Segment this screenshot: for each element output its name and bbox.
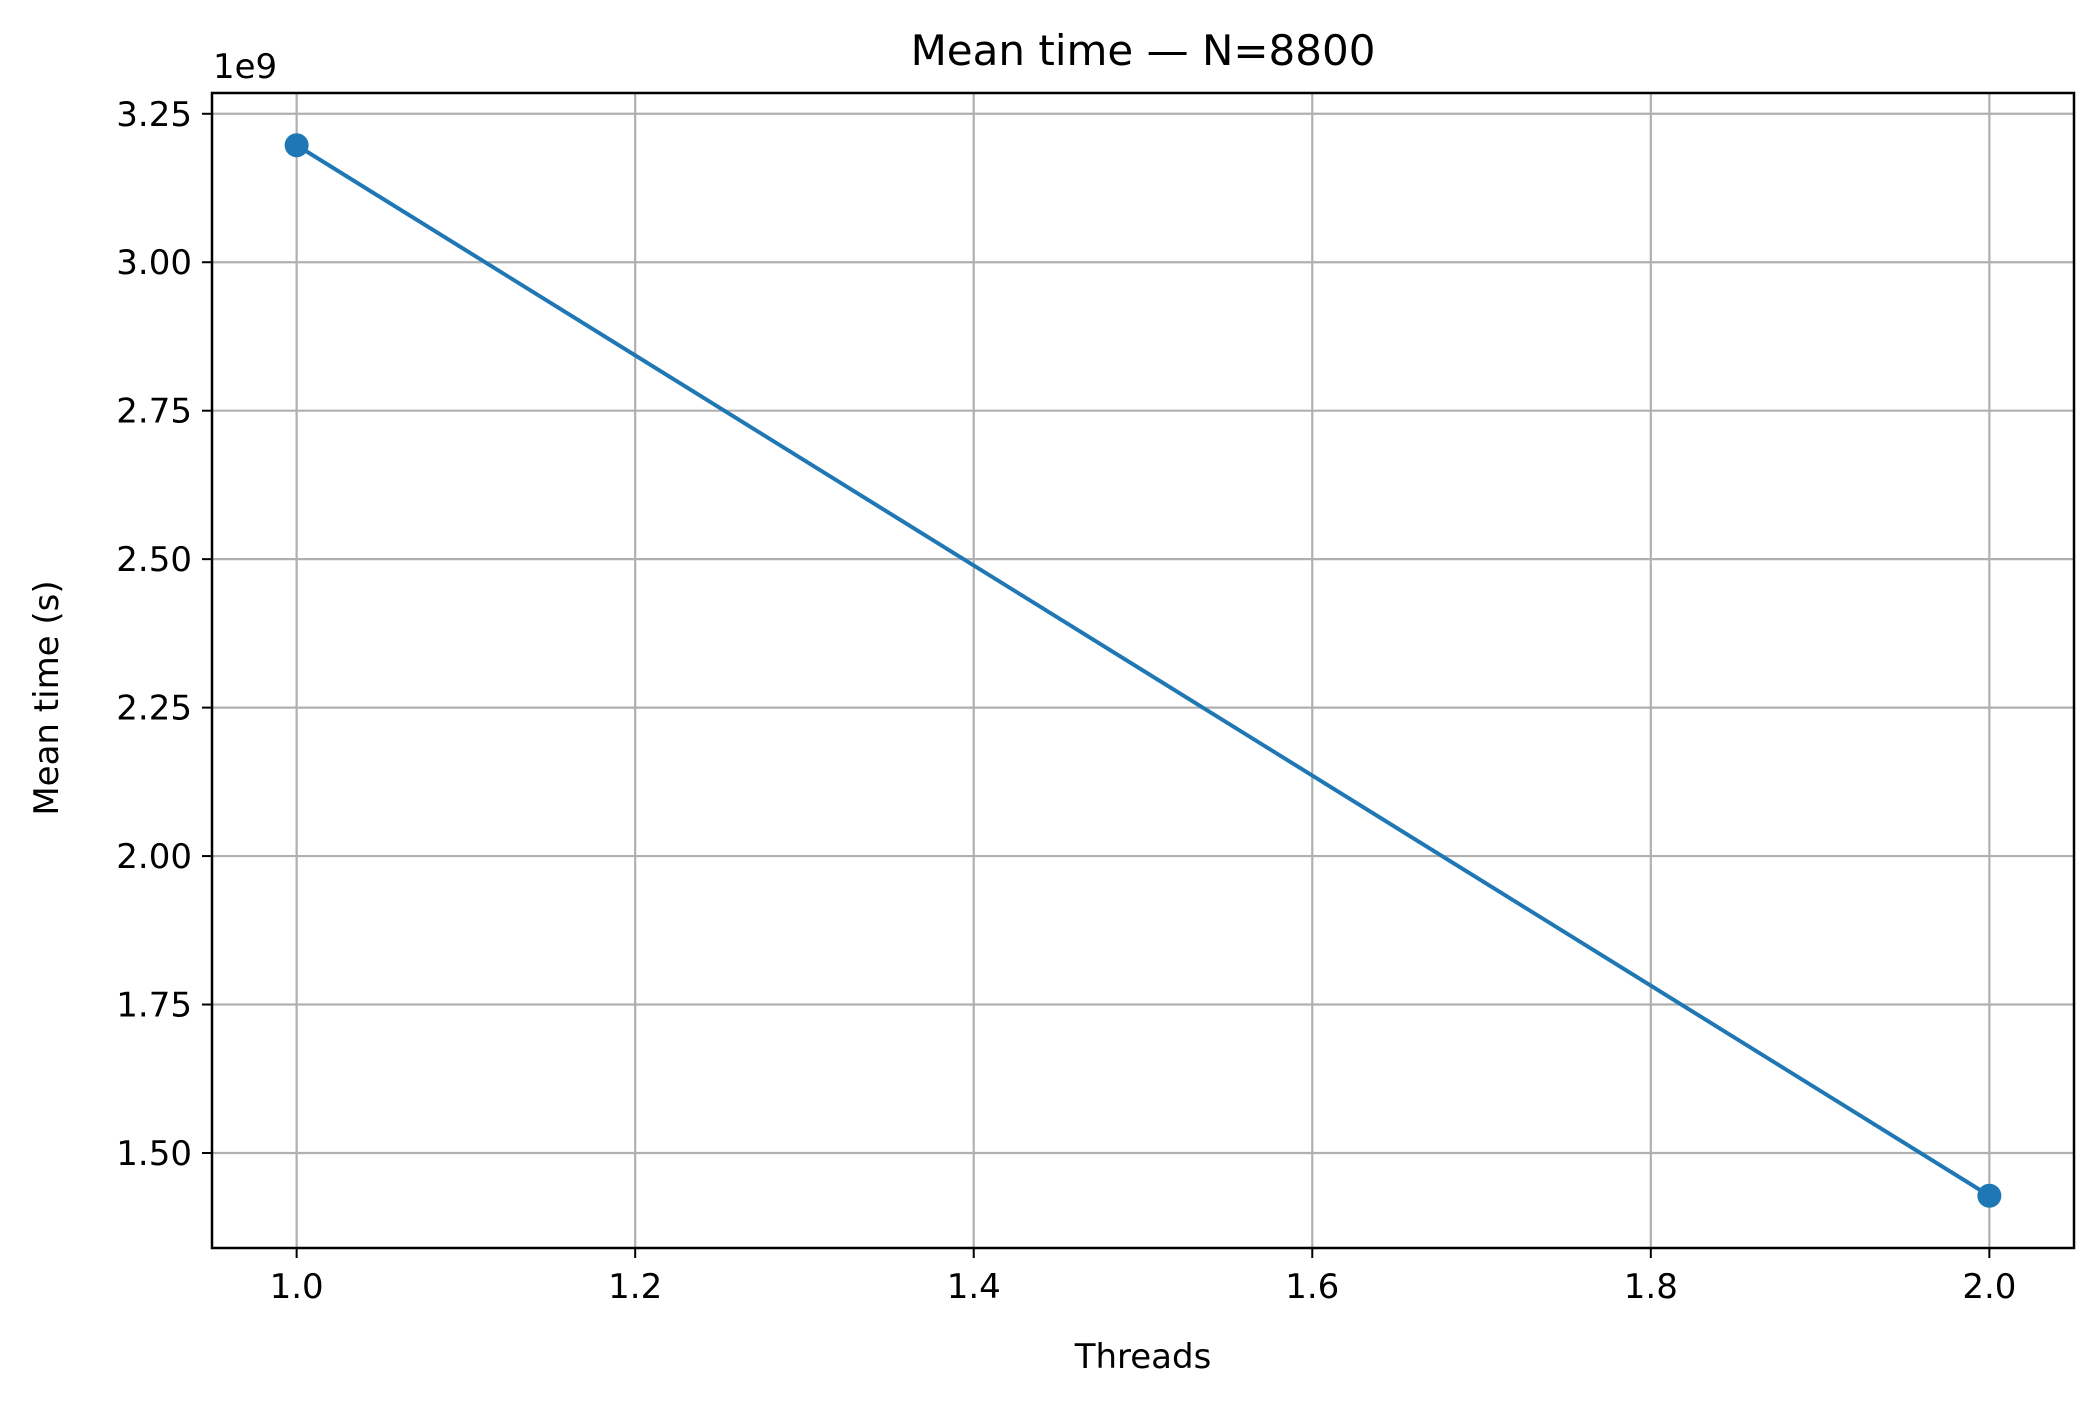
y-tick-label: 1.75 — [116, 986, 192, 1026]
x-tick-label: 1.4 — [947, 1267, 1001, 1307]
y-tick-label: 2.75 — [116, 392, 192, 432]
series-line — [295, 143, 1991, 1198]
data-point — [1977, 1183, 2002, 1208]
chart-title: Mean time — N=8800 — [911, 26, 1376, 75]
y-tick-label: 3.25 — [116, 95, 192, 135]
x-tick-label: 2.0 — [1962, 1267, 2016, 1307]
x-tick-label: 1.8 — [1624, 1267, 1678, 1307]
y-axis-offset-label: 1e9 — [213, 47, 277, 87]
y-tick-label: 1.50 — [116, 1134, 192, 1174]
x-tick-label: 1.2 — [608, 1267, 662, 1307]
x-tick-label: 1.6 — [1285, 1267, 1339, 1307]
y-tick-label: 2.25 — [116, 689, 192, 729]
grid-lines — [212, 93, 2074, 1248]
y-tick-label: 2.00 — [116, 837, 192, 877]
x-axis-label: Threads — [1074, 1337, 1212, 1377]
plot-frame — [210, 91, 2076, 1250]
y-axis-ticks: 1.50 1.75 2.00 2.25 2.50 2.75 3.00 3.25 — [116, 95, 212, 1174]
y-tick-label: 2.50 — [116, 540, 192, 580]
x-tick-label: 1.0 — [270, 1267, 324, 1307]
data-point — [284, 133, 309, 158]
x-axis-ticks: 1.0 1.2 1.4 1.6 1.8 2.0 — [270, 1248, 2016, 1307]
y-tick-label: 3.00 — [116, 243, 192, 283]
y-axis-label: Mean time (s) — [27, 580, 67, 815]
series-layer — [284, 133, 2002, 1208]
